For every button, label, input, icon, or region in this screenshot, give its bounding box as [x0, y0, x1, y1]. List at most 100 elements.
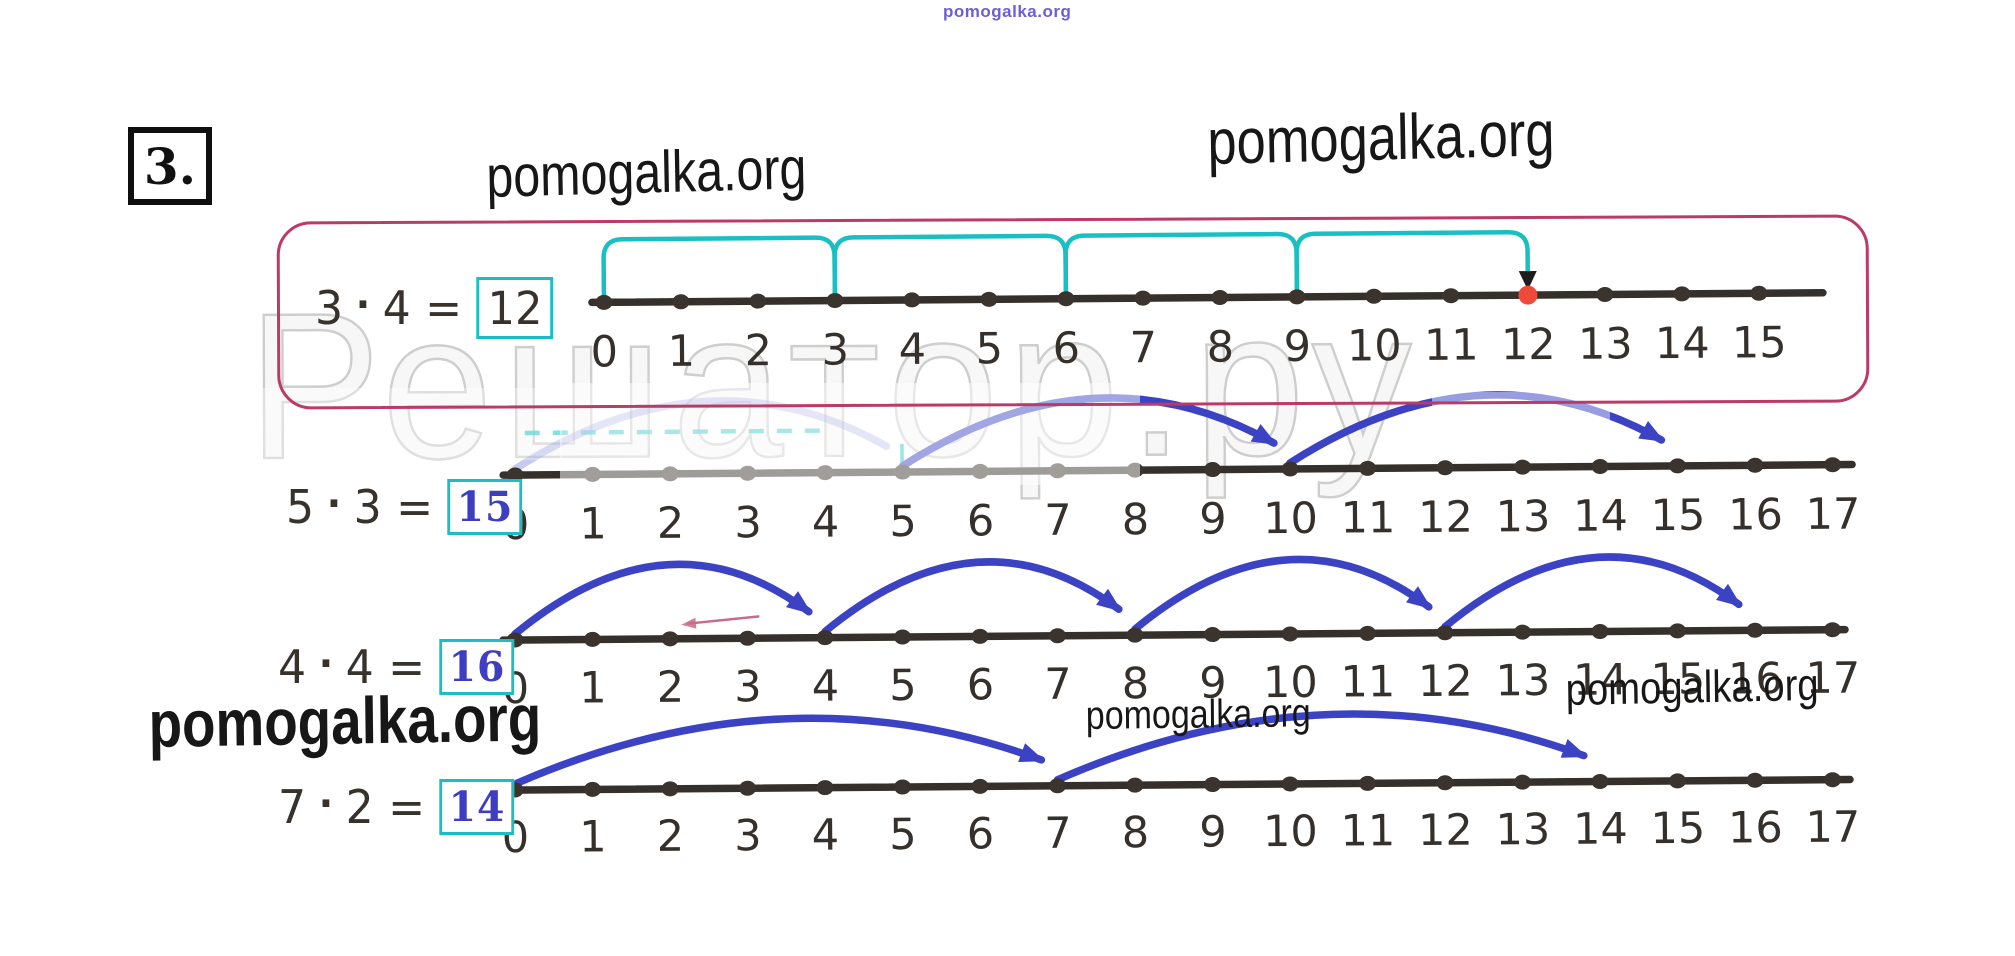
- tick-label: 15: [1650, 491, 1705, 541]
- number-line-dot: [1126, 462, 1144, 478]
- number-line-dot: [1365, 288, 1383, 304]
- watermark-top-left: pomogalka.org: [485, 135, 807, 211]
- number-line-dot: [749, 293, 767, 309]
- number-line-dot: [1436, 460, 1454, 476]
- jump-arc: [1441, 553, 1743, 631]
- number-line-dot: [661, 466, 679, 482]
- tick-label: 5: [889, 810, 917, 860]
- tick-label: 14: [1573, 491, 1628, 541]
- tick-label: 14: [1573, 655, 1628, 705]
- number-line-dot: [1049, 778, 1067, 794]
- number-line-dot: [1514, 624, 1532, 640]
- number-line-dot: [1057, 291, 1075, 307]
- answer-box-3x4[interactable]: 12: [476, 277, 554, 339]
- number-line-dot: [826, 293, 844, 309]
- number-line-track: [499, 625, 1849, 644]
- jump-bracket: [1063, 231, 1300, 299]
- number-line-3x4: 0 1 2 3 4 5 6 7 8 9 10 11 12 13 14 15: [588, 229, 1827, 377]
- tick-label: 4: [898, 325, 926, 375]
- tick-label: 5: [975, 324, 1003, 374]
- number-line-track: [499, 460, 1856, 479]
- tick-label: 9: [1199, 658, 1227, 708]
- tick-label: 1: [579, 812, 607, 862]
- tick-label: 10: [1263, 658, 1318, 708]
- factor-a: 3: [315, 281, 344, 335]
- tick-label: 13: [1578, 319, 1633, 369]
- tick-label: 5: [889, 497, 917, 547]
- tick-label: 12: [1418, 657, 1473, 707]
- jump-arc: [511, 714, 1046, 788]
- number-line-dot: [894, 464, 912, 480]
- tick-label: 6: [967, 809, 995, 859]
- tick-label: 5: [889, 661, 917, 711]
- number-line-dot: [1669, 458, 1687, 474]
- number-line-track: [499, 775, 1854, 794]
- tick-label: 13: [1495, 805, 1550, 855]
- tick-label: 8: [1206, 322, 1234, 372]
- number-line-dot: [1288, 289, 1306, 305]
- factor-b: 4: [345, 640, 374, 694]
- number-line-dot: [739, 465, 757, 481]
- factor-b: 2: [345, 780, 374, 834]
- jump-bracket: [601, 235, 838, 303]
- tick-label: 16: [1728, 654, 1783, 704]
- number-line-dot: [1204, 462, 1222, 478]
- equals-sign: =: [396, 480, 434, 534]
- tick-label: 17: [1805, 489, 1860, 539]
- tick-label: 11: [1340, 806, 1395, 856]
- equation-3x4: 3 · 4 = 12: [315, 277, 554, 339]
- tick-label: 3: [734, 498, 762, 548]
- jump-arc: [1053, 710, 1588, 784]
- number-line-dot: [595, 294, 613, 310]
- result-arrow-icon: [1518, 271, 1537, 291]
- jump-arc: [511, 560, 813, 638]
- number-line-dot: [894, 629, 912, 645]
- number-line-dot: [1746, 622, 1764, 638]
- number-line-dot: [1746, 772, 1764, 788]
- factor-b: 3: [353, 480, 382, 534]
- number-line-dot: [1673, 286, 1691, 302]
- watermark-mid-right: pomogalka.org: [1565, 658, 1819, 716]
- tick-label: 2: [744, 326, 772, 376]
- number-line-dot: [894, 779, 912, 795]
- answer-box-7x2[interactable]: 14: [439, 779, 515, 835]
- tick-label: 9: [1199, 807, 1227, 857]
- watermark-mid-left: pomogalka.org: [148, 680, 542, 762]
- number-line-dot: [1824, 457, 1842, 473]
- number-line-dot: [1746, 457, 1764, 473]
- multiply-dot-icon: ·: [318, 781, 334, 827]
- tick-label: 0: [590, 327, 618, 377]
- factor-b: 4: [382, 281, 411, 335]
- number-line-4x4: 0 1 2 3 4 5 6 7 8 9 10 11 12 13 14 15 16 17: [499, 553, 1860, 714]
- number-line-dot: [1591, 774, 1609, 790]
- jump-arc: [1286, 391, 1666, 467]
- tick-label: 16: [1728, 803, 1783, 853]
- number-line-dot: [1281, 461, 1299, 477]
- tick-label: 11: [1424, 320, 1479, 370]
- result-red-dot: [1518, 285, 1538, 305]
- number-line-dot: [1204, 627, 1222, 643]
- multiply-dot-icon: ·: [326, 481, 342, 527]
- number-line-7x2: 0 1 2 3 4 5 6 7 8 9 10 11 12 13 14 15 16 17: [499, 710, 1860, 863]
- number-line-dot: [1049, 628, 1067, 644]
- tick-label: 3: [821, 325, 849, 375]
- equation-4x4: 4 · 4 = 16: [278, 639, 515, 695]
- equals-sign: =: [425, 281, 463, 335]
- jump-arc: [821, 558, 1123, 636]
- answer-box-5x3[interactable]: 15: [447, 479, 523, 535]
- equals-sign: =: [388, 780, 426, 834]
- number-line-dot: [1824, 772, 1842, 788]
- tick-label: 3: [734, 662, 762, 712]
- tick-label: 11: [1340, 657, 1395, 707]
- tick-label: 12: [1501, 320, 1556, 370]
- number-line-dot: [816, 630, 834, 646]
- tick-label: 17: [1805, 802, 1860, 852]
- answer-box-4x4[interactable]: 16: [439, 639, 515, 695]
- jump-arc: [1131, 555, 1433, 633]
- tick-label: 1: [667, 327, 695, 377]
- tick-label: 10: [1263, 807, 1318, 857]
- number-line-dot: [1049, 463, 1067, 479]
- number-line-dot: [980, 291, 998, 307]
- tick-label: 3: [734, 811, 762, 861]
